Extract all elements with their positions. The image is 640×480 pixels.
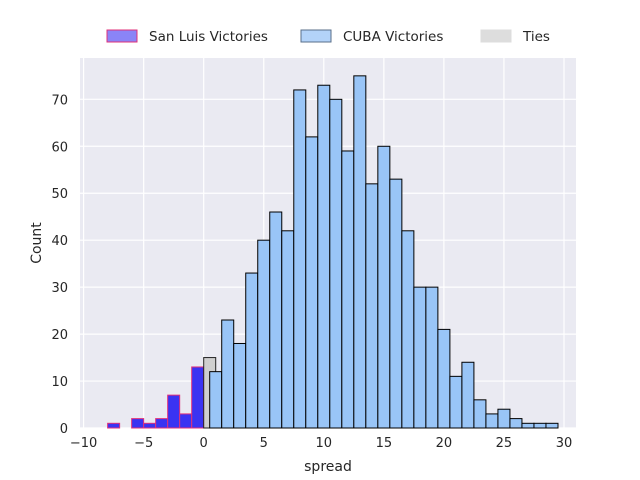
histogram-bar xyxy=(425,286,439,429)
legend: San Luis Victories CUBA Victories Ties xyxy=(106,29,550,45)
histogram-bar xyxy=(461,361,475,429)
histogram-bar xyxy=(485,413,499,429)
histogram-bar xyxy=(107,422,121,429)
x-tick-label: 30 xyxy=(556,436,573,451)
x-axis-label: spread xyxy=(304,459,352,475)
histogram-bar xyxy=(473,399,487,429)
histogram-bar xyxy=(293,89,307,429)
x-tick-label: −5 xyxy=(134,436,153,451)
x-axis-ticks: −10 −5 0 5 10 15 20 25 30 xyxy=(70,436,572,451)
histogram-bar xyxy=(179,413,193,429)
legend-label: Ties xyxy=(522,29,550,45)
histogram-bar xyxy=(533,422,547,429)
histogram-bar xyxy=(269,211,283,429)
histogram-bar xyxy=(437,328,451,429)
legend-label: San Luis Victories xyxy=(149,29,268,45)
histogram-bar xyxy=(281,230,295,429)
x-tick-label: 0 xyxy=(200,436,208,451)
histogram-bar xyxy=(317,84,331,429)
legend-swatch xyxy=(480,29,512,43)
histogram-bar xyxy=(545,422,559,429)
y-tick-label: 70 xyxy=(51,93,68,108)
histogram-bar xyxy=(377,145,391,429)
histogram-bar xyxy=(329,98,343,429)
histogram-bar xyxy=(305,136,319,429)
histogram-bar xyxy=(143,422,157,429)
y-axis-label: Count xyxy=(29,222,45,264)
histogram-bar xyxy=(521,422,535,429)
bars xyxy=(107,75,559,429)
x-tick-label: 20 xyxy=(436,436,453,451)
histogram-bar xyxy=(191,366,205,429)
histogram-bar xyxy=(131,418,145,429)
histogram-bar xyxy=(449,375,463,429)
y-tick-label: 50 xyxy=(51,187,68,202)
y-tick-label: 60 xyxy=(51,140,68,155)
histogram-bar xyxy=(245,272,259,429)
y-tick-label: 30 xyxy=(51,281,68,296)
x-tick-label: 15 xyxy=(376,436,393,451)
y-axis-ticks: 0 10 20 30 40 50 60 70 xyxy=(51,93,68,437)
histogram-bar xyxy=(353,75,367,429)
histogram-bar xyxy=(257,239,271,429)
histogram-bar xyxy=(365,183,379,429)
histogram-bar xyxy=(497,408,511,429)
histogram-bar xyxy=(341,150,355,429)
legend-label: CUBA Victories xyxy=(343,29,443,45)
y-tick-label: 20 xyxy=(51,328,68,343)
x-tick-label: 5 xyxy=(260,436,268,451)
histogram-bar xyxy=(155,418,169,429)
x-tick-label: 10 xyxy=(316,436,333,451)
histogram-bar xyxy=(413,286,427,429)
histogram-bar xyxy=(167,394,181,429)
histogram-bar xyxy=(389,178,403,429)
histogram-bar xyxy=(233,342,247,429)
x-tick-label: −10 xyxy=(70,436,97,451)
histogram-bar xyxy=(209,371,223,429)
histogram-bar xyxy=(509,418,523,429)
x-tick-label: 25 xyxy=(496,436,513,451)
legend-swatch xyxy=(300,29,332,43)
y-tick-label: 40 xyxy=(51,234,68,249)
legend-swatch xyxy=(106,29,138,43)
y-tick-label: 10 xyxy=(51,375,68,390)
histogram-bar xyxy=(221,319,235,429)
histogram-bar xyxy=(401,230,415,429)
y-tick-label: 0 xyxy=(60,422,68,437)
